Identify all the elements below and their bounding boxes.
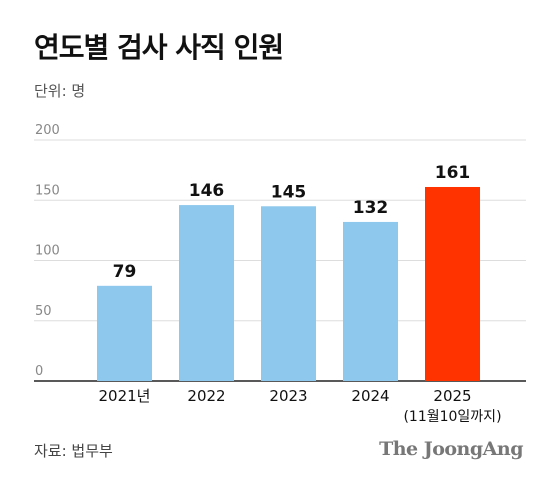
bar <box>343 221 398 381</box>
y-tick-label: 200 <box>35 123 60 138</box>
data-label: 145 <box>271 182 307 202</box>
labels: 0 50 100 150 200 79 2021년 146 2022 145 2023 132 2024… <box>35 123 502 425</box>
x-tick-label: 2021년 <box>99 387 151 405</box>
unit-label: 단위: 명 <box>34 82 86 100</box>
bar <box>97 285 152 381</box>
x-tick-label: 2025 <box>433 387 471 405</box>
x-tick-label: 2024 <box>351 387 389 405</box>
data-label: 161 <box>435 163 471 183</box>
bar <box>179 205 234 381</box>
x-tick-sublabel: (11월10일까지) <box>403 409 501 425</box>
x-tick-label: 2023 <box>269 387 307 405</box>
bars <box>97 186 480 381</box>
y-tick-label: 0 <box>35 364 43 379</box>
y-tick-label: 150 <box>35 183 60 198</box>
data-label: 132 <box>353 198 389 218</box>
y-tick-label: 100 <box>35 244 60 259</box>
x-tick-label: 2022 <box>187 387 225 405</box>
bar <box>261 206 316 381</box>
data-label: 146 <box>189 181 225 201</box>
data-label: 79 <box>113 262 137 282</box>
source-note: 자료: 법무부 <box>34 442 113 460</box>
chart-title: 연도별 검사 사직 인원 <box>34 31 284 64</box>
y-tick-label: 50 <box>35 304 52 319</box>
brand-logo: The JoongAng <box>379 438 523 460</box>
bar <box>425 186 480 381</box>
